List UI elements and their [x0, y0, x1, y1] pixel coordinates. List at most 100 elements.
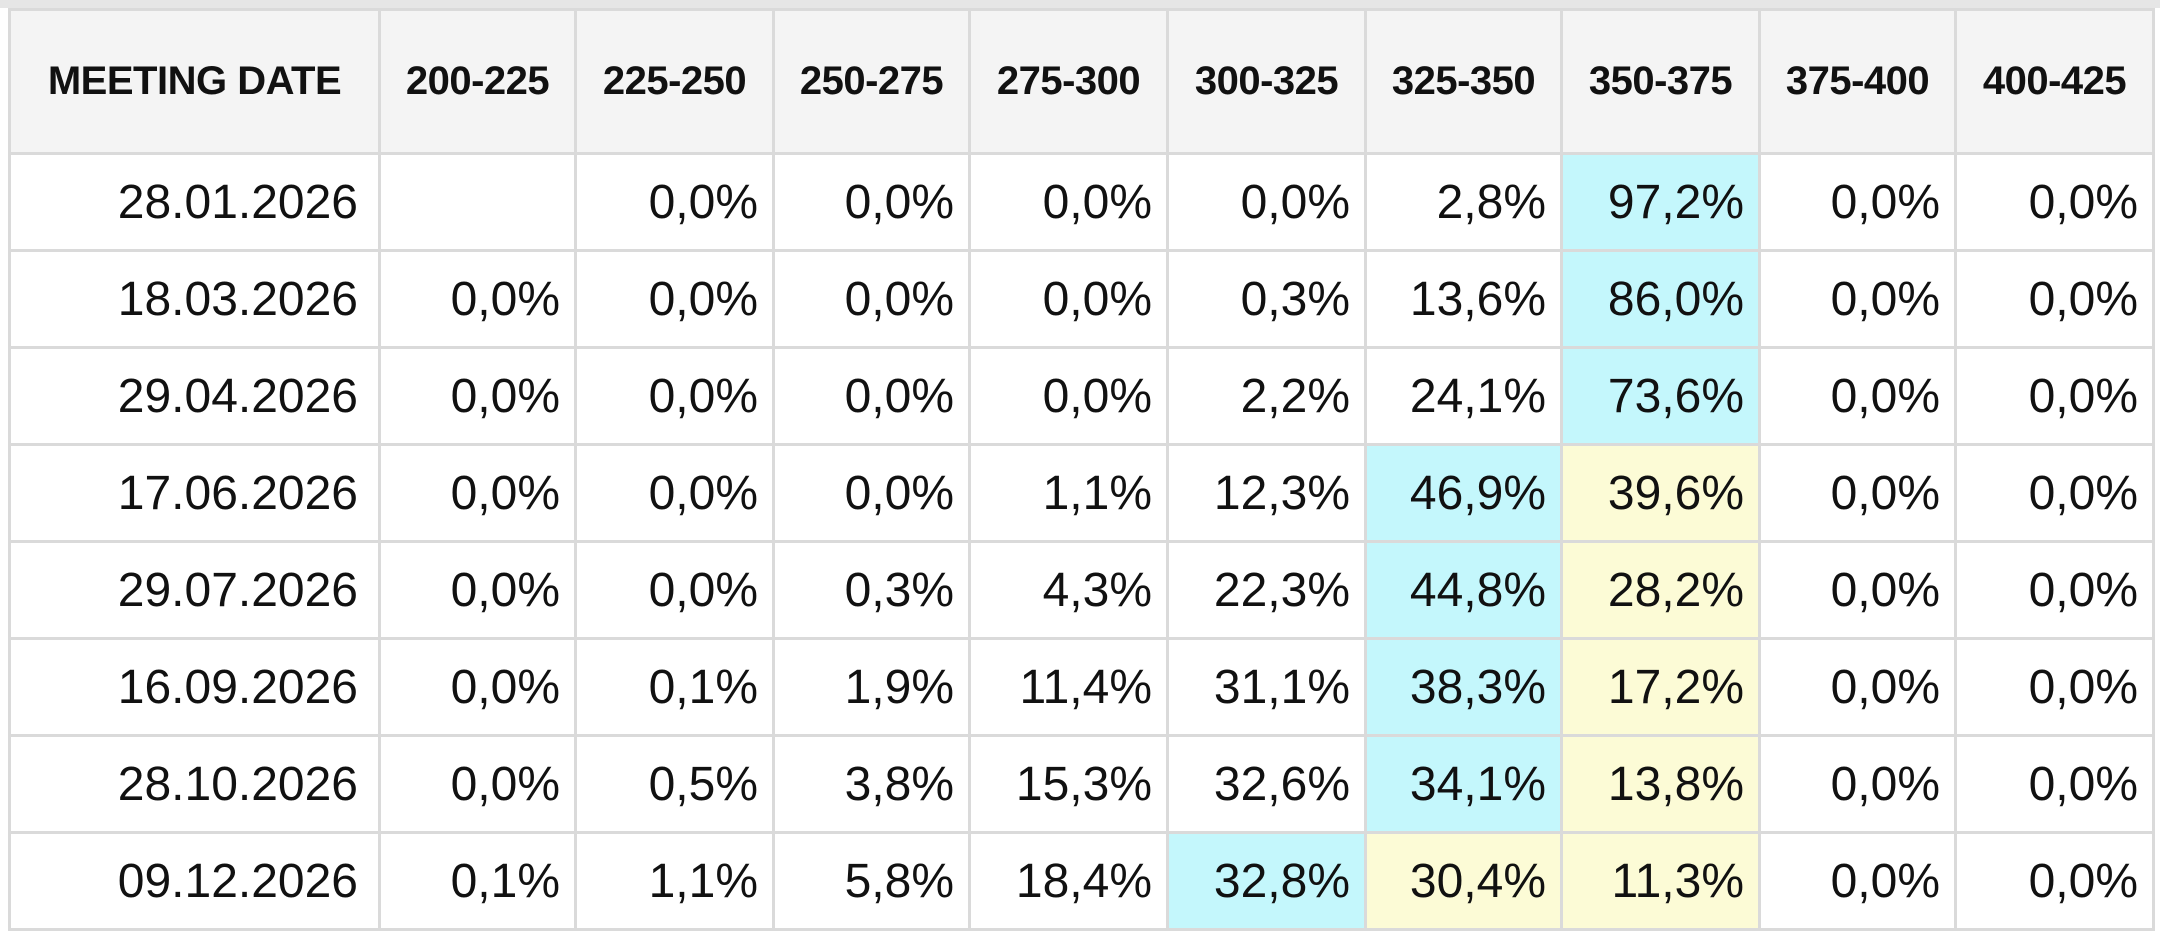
probability-cell: 4,3% [968, 540, 1169, 640]
probability-cell: 0,0% [1954, 734, 2155, 834]
probability-cell: 1,9% [772, 637, 971, 737]
probability-cell: 0,0% [378, 346, 577, 446]
probability-cell: 0,0% [772, 249, 971, 349]
probability-cell: 97,2% [1560, 152, 1761, 252]
probability-cell: 5,8% [772, 831, 971, 931]
probability-cell: 0,0% [968, 249, 1169, 349]
probability-cell: 32,6% [1166, 734, 1367, 834]
header-range-400-425[interactable]: 400-425 [1954, 8, 2155, 155]
header-range-225-250[interactable]: 225-250 [574, 8, 775, 155]
header-range-250-275[interactable]: 250-275 [772, 8, 971, 155]
probability-cell [378, 152, 577, 252]
probability-cell: 0,0% [378, 540, 577, 640]
probability-cell: 28,2% [1560, 540, 1761, 640]
probability-cell: 34,1% [1364, 734, 1563, 834]
header-range-275-300[interactable]: 275-300 [968, 8, 1169, 155]
probability-cell: 0,1% [378, 831, 577, 931]
probability-cell: 73,6% [1560, 346, 1761, 446]
probability-cell: 11,3% [1560, 831, 1761, 931]
probability-cell: 2,8% [1364, 152, 1563, 252]
probability-cell: 0,0% [1954, 249, 2155, 349]
probability-cell: 15,3% [968, 734, 1169, 834]
probability-cell: 0,0% [574, 249, 775, 349]
probability-cell: 0,0% [378, 443, 577, 543]
meeting-date-cell: 17.06.2026 [8, 443, 381, 543]
probability-cell: 0,0% [1758, 637, 1957, 737]
header-range-375-400[interactable]: 375-400 [1758, 8, 1957, 155]
probability-cell: 0,0% [574, 152, 775, 252]
probability-cell: 18,4% [968, 831, 1169, 931]
header-meeting-date[interactable]: MEETING DATE [8, 8, 381, 155]
probability-cell: 46,9% [1364, 443, 1563, 543]
probability-cell: 0,0% [378, 249, 577, 349]
probability-cell: 0,0% [1954, 346, 2155, 446]
table-row: 09.12.2026 0,1% 1,1% 5,8% 18,4% 32,8% 30,4% 11,… [8, 831, 2155, 931]
probability-cell: 44,8% [1364, 540, 1563, 640]
probability-cell: 32,8% [1166, 831, 1367, 931]
probability-cell: 0,0% [1758, 443, 1957, 543]
probability-cell: 1,1% [968, 443, 1169, 543]
table-row: 16.09.2026 0,0% 0,1% 1,9% 11,4% 31,1% 38,3% 17,… [8, 637, 2155, 737]
probability-cell: 0,0% [1758, 831, 1957, 931]
probability-cell: 24,1% [1364, 346, 1563, 446]
top-strip [0, 0, 2160, 8]
header-row: MEETING DATE 200-225 225-250 250-275 275-300… [8, 8, 2155, 155]
probability-cell: 31,1% [1166, 637, 1367, 737]
probability-cell: 0,0% [574, 540, 775, 640]
meeting-date-cell: 28.10.2026 [8, 734, 381, 834]
probability-cell: 0,3% [772, 540, 971, 640]
probability-cell: 38,3% [1364, 637, 1563, 737]
probability-cell: 0,0% [1758, 540, 1957, 640]
probability-cell: 86,0% [1560, 249, 1761, 349]
table-row: 17.06.2026 0,0% 0,0% 0,0% 1,1% 12,3% 46,9% 39,6… [8, 443, 2155, 543]
probability-cell: 0,0% [1954, 443, 2155, 543]
probability-cell: 0,0% [1758, 249, 1957, 349]
probability-cell: 0,0% [378, 734, 577, 834]
probability-cell: 0,0% [968, 346, 1169, 446]
probability-cell: 30,4% [1364, 831, 1563, 931]
probability-cell: 13,6% [1364, 249, 1563, 349]
probability-cell: 0,0% [772, 152, 971, 252]
probability-cell: 1,1% [574, 831, 775, 931]
table-row: 29.04.2026 0,0% 0,0% 0,0% 0,0% 2,2% 24,1% 73,6%… [8, 346, 2155, 446]
table-body: 28.01.2026 0,0% 0,0% 0,0% 0,0% 2,8% 97,2% 0,0% 0… [8, 152, 2155, 931]
probability-cell: 39,6% [1560, 443, 1761, 543]
probability-cell: 22,3% [1166, 540, 1367, 640]
probability-cell: 0,0% [772, 443, 971, 543]
meeting-date-cell: 09.12.2026 [8, 831, 381, 931]
header-range-350-375[interactable]: 350-375 [1560, 8, 1761, 155]
probability-cell: 11,4% [968, 637, 1169, 737]
table-row: 28.01.2026 0,0% 0,0% 0,0% 0,0% 2,8% 97,2% 0,0% 0… [8, 152, 2155, 252]
table-row: 18.03.2026 0,0% 0,0% 0,0% 0,0% 0,3% 13,6% 86,0%… [8, 249, 2155, 349]
table-row: 28.10.2026 0,0% 0,5% 3,8% 15,3% 32,6% 34,1% 13,… [8, 734, 2155, 834]
header-range-200-225[interactable]: 200-225 [378, 8, 577, 155]
probability-cell: 0,0% [574, 443, 775, 543]
probability-cell: 0,0% [772, 346, 971, 446]
meeting-date-cell: 28.01.2026 [8, 152, 381, 252]
table-row: 29.07.2026 0,0% 0,0% 0,3% 4,3% 22,3% 44,8% 28,2… [8, 540, 2155, 640]
rate-probability-table: MEETING DATE 200-225 225-250 250-275 275-300… [8, 8, 2155, 931]
header-range-325-350[interactable]: 325-350 [1364, 8, 1563, 155]
probability-cell: 0,5% [574, 734, 775, 834]
probability-cell: 0,0% [1954, 637, 2155, 737]
probability-cell: 0,0% [378, 637, 577, 737]
probability-cell: 12,3% [1166, 443, 1367, 543]
probability-cell: 0,0% [1758, 734, 1957, 834]
probability-cell: 17,2% [1560, 637, 1761, 737]
header-range-300-325[interactable]: 300-325 [1166, 8, 1367, 155]
probability-cell: 0,0% [1954, 540, 2155, 640]
meeting-date-cell: 18.03.2026 [8, 249, 381, 349]
probability-cell: 0,0% [574, 346, 775, 446]
probability-cell: 0,3% [1166, 249, 1367, 349]
probability-cell: 3,8% [772, 734, 971, 834]
probability-cell: 0,0% [1166, 152, 1367, 252]
probability-cell: 2,2% [1166, 346, 1367, 446]
probability-cell: 0,1% [574, 637, 775, 737]
meeting-date-cell: 16.09.2026 [8, 637, 381, 737]
meeting-date-cell: 29.04.2026 [8, 346, 381, 446]
probability-cell: 0,0% [1758, 152, 1957, 252]
probability-cell: 0,0% [1954, 831, 2155, 931]
probability-cell: 0,0% [1758, 346, 1957, 446]
probability-cell: 0,0% [1954, 152, 2155, 252]
probability-cell: 13,8% [1560, 734, 1761, 834]
